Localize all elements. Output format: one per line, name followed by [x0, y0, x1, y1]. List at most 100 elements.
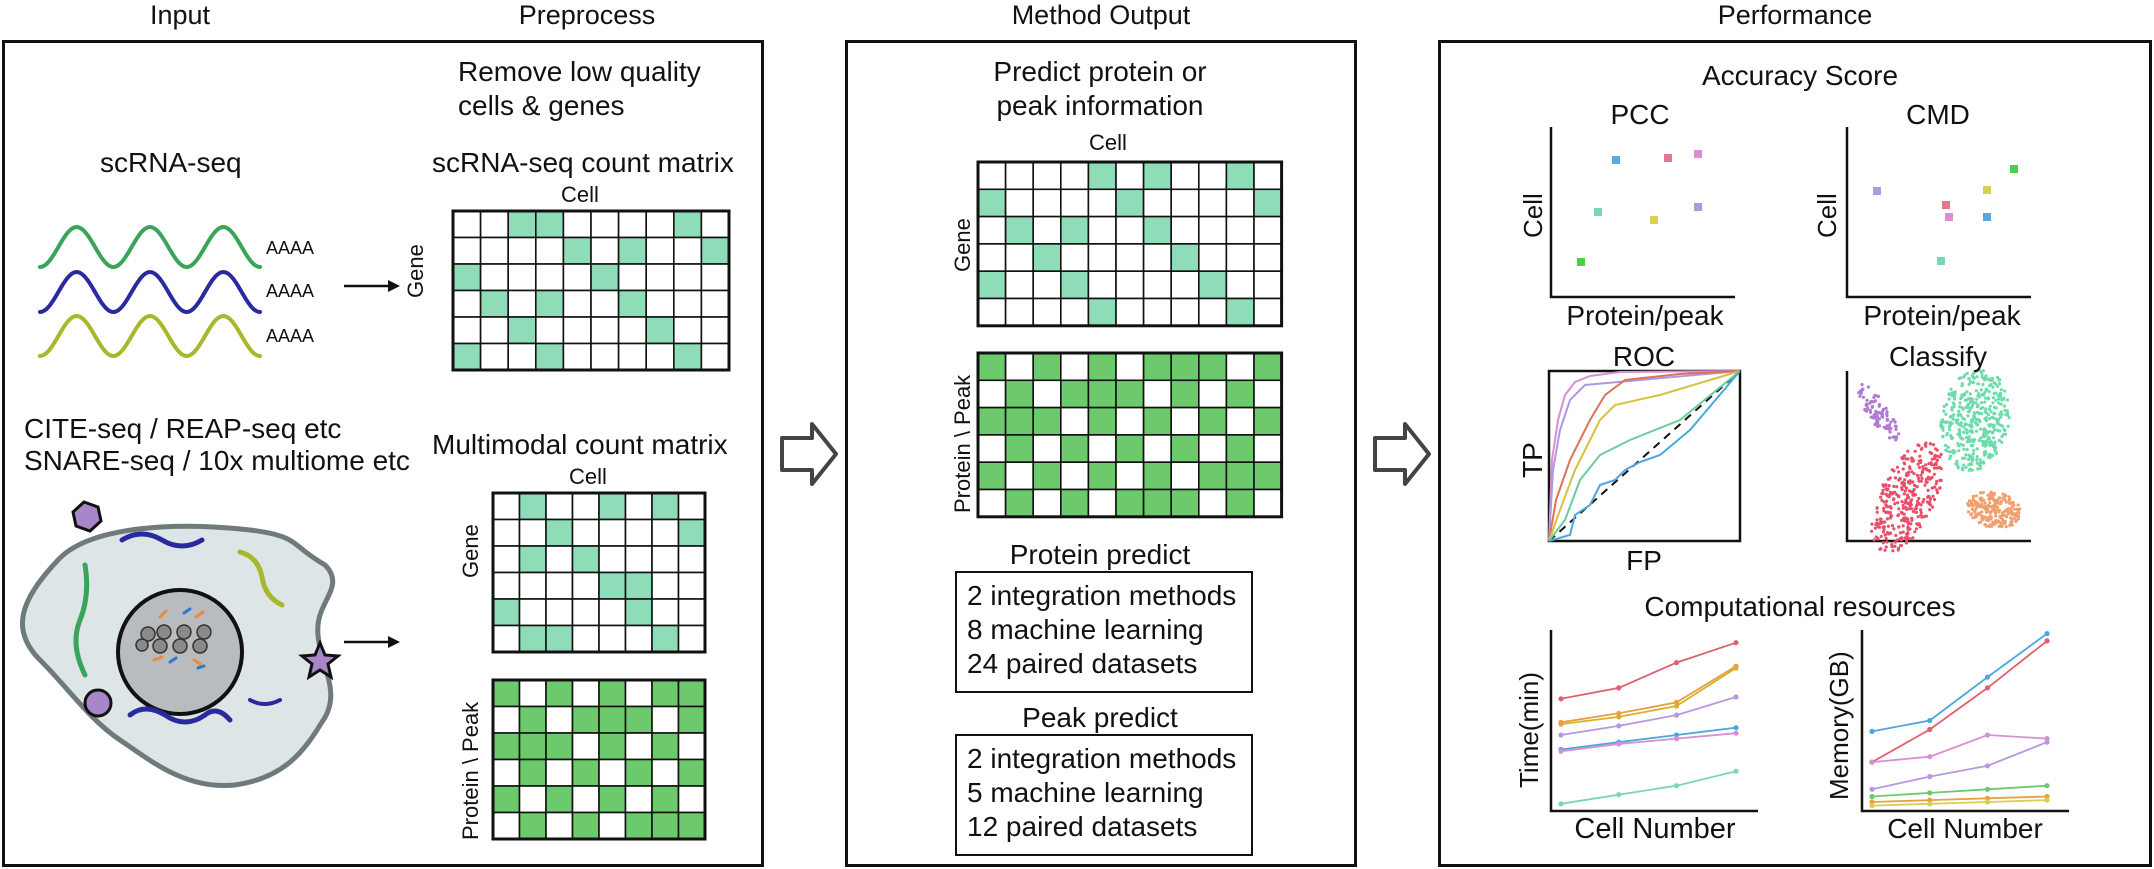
matrix-cell — [645, 289, 675, 318]
matrix-cell — [624, 571, 653, 600]
matrix-cell — [1225, 461, 1255, 491]
cluster-point — [1892, 435, 1896, 439]
matrix-cell — [562, 342, 592, 371]
cluster-point — [1870, 399, 1874, 403]
matrix-cell — [624, 785, 653, 814]
series-line — [1560, 726, 1737, 751]
matrix-cell — [624, 811, 653, 840]
cluster-point — [1970, 438, 1974, 442]
matrix-cell — [1142, 215, 1172, 245]
series-point — [1558, 719, 1564, 725]
matrix-cell — [1060, 434, 1090, 463]
cluster-point — [1975, 397, 1979, 401]
cluster-point — [1945, 449, 1949, 453]
cluster-point — [1883, 548, 1887, 552]
matrix-cell — [1253, 297, 1283, 327]
cluster-point — [1870, 529, 1874, 533]
cluster-point — [1897, 432, 1901, 436]
matrix-cell — [1060, 297, 1090, 327]
cluster-point — [1977, 521, 1981, 525]
poly-a-tail: AAAA — [266, 281, 315, 301]
matrix-cell — [452, 342, 482, 371]
matrix-cell — [492, 705, 521, 734]
cluster-point — [1959, 413, 1963, 417]
cluster-point — [1994, 417, 1998, 421]
matrix-cell — [492, 679, 521, 708]
cluster-point — [1965, 390, 1969, 394]
cluster-point — [1990, 415, 1994, 419]
series-point — [1616, 741, 1622, 747]
cluster-point — [1904, 541, 1908, 545]
cluster-point — [1883, 533, 1887, 537]
cluster-point — [1978, 461, 1983, 465]
matrix-cell — [507, 316, 537, 345]
matrix-cell — [598, 705, 627, 734]
series-line — [1871, 795, 2048, 803]
series-point — [1984, 786, 1991, 792]
cluster-point — [1933, 453, 1937, 458]
cluster-point — [2018, 507, 2022, 511]
cluster-point — [1984, 416, 1988, 420]
matrix-cell — [977, 188, 1007, 218]
poly-a-tail: AAAA — [266, 326, 315, 346]
cluster-point — [1967, 382, 1971, 386]
cluster-point — [1969, 513, 1973, 517]
peak-predict-box: 2 integration methods 5 machine learning… — [955, 734, 1253, 856]
matrix-cell — [1087, 297, 1117, 327]
cluster-point — [1976, 467, 1980, 471]
matrix-cell — [1032, 488, 1062, 518]
scrna-label: scRNA-seq — [100, 147, 242, 178]
cluster-point — [1971, 452, 1975, 456]
matrix-cell — [1004, 488, 1034, 518]
multimodal-matrix-title: Multimodal count matrix — [432, 429, 728, 460]
cluster-point — [1997, 438, 2001, 443]
matrix-cell — [672, 236, 703, 265]
cluster-point — [2012, 503, 2016, 507]
cluster-point — [1957, 409, 1961, 413]
cluster-point — [1924, 463, 1928, 467]
matrix-cell — [479, 289, 510, 318]
cluster-point — [1932, 466, 1937, 470]
cluster-point — [1938, 486, 1942, 490]
matrix-cell — [1198, 270, 1228, 300]
matrix-cell — [1253, 379, 1283, 409]
cluster-point — [1924, 467, 1928, 471]
cluster-point — [1913, 449, 1917, 453]
cluster-point — [1960, 382, 1964, 386]
roc-curve — [1548, 370, 1741, 542]
series-point — [1869, 759, 1875, 765]
cluster-point — [1997, 401, 2001, 405]
series-point — [1869, 786, 1875, 792]
matrix-cell — [518, 492, 547, 521]
cluster-point — [1928, 442, 1932, 446]
cluster-point — [1957, 432, 1961, 436]
cluster-point — [1911, 536, 1915, 540]
cluster-point — [1992, 428, 1996, 432]
cluster-point — [1899, 543, 1903, 548]
cluster-point — [1974, 369, 1979, 373]
matrix-cell — [1087, 215, 1117, 245]
cluster-point — [1915, 504, 1919, 508]
cluster-point — [1884, 406, 1888, 410]
cluster-point — [1984, 411, 1988, 415]
cluster-point — [1992, 504, 1996, 508]
cluster-point — [1900, 486, 1904, 490]
matrix-cell — [590, 236, 620, 265]
cluster-point — [1879, 517, 1883, 521]
matrix-cell — [571, 624, 600, 653]
cluster-point — [1980, 510, 1984, 514]
matrix-cell — [545, 598, 574, 627]
arrow-to-scrna-matrix — [344, 280, 400, 292]
cluster-point — [1924, 441, 1928, 445]
matrix-cell — [1115, 379, 1145, 409]
matrix-cell — [1198, 406, 1228, 436]
matrix-cell — [1170, 461, 1200, 491]
matrix-cell — [479, 236, 510, 265]
cluster-point — [1914, 510, 1919, 514]
matrix-cell — [534, 289, 565, 318]
cluster-point — [1866, 406, 1870, 410]
matrix-cell — [677, 758, 706, 787]
cluster-point — [1870, 522, 1874, 526]
matrix-cell — [507, 236, 537, 265]
cluster-point — [1997, 378, 2001, 382]
